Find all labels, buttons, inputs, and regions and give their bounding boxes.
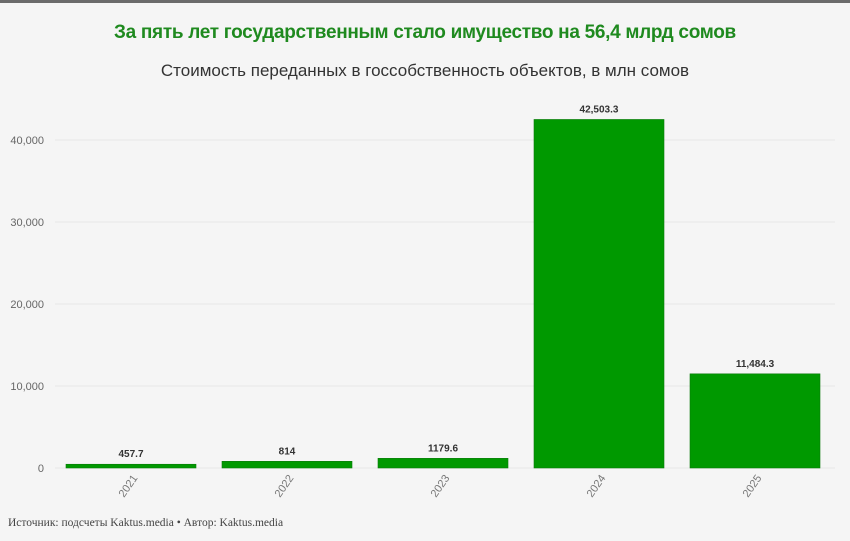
source-footer: Источник: подсчеты Kaktus.media • Автор:…	[8, 517, 284, 529]
data-label: 42,503.3	[580, 104, 619, 115]
top-border	[0, 0, 850, 3]
bar-2021	[65, 463, 197, 469]
x-tick-label: 2022	[273, 473, 297, 500]
data-label: 457.7	[118, 449, 143, 460]
data-label: 814	[279, 446, 296, 457]
y-tick-label: 20,000	[10, 299, 44, 311]
y-tick-label: 40,000	[10, 135, 44, 147]
chart-subtitle: Стоимость переданных в госсобственность …	[160, 61, 690, 80]
data-label: 11,484.3	[736, 359, 775, 370]
x-tick-label: 2023	[429, 473, 453, 500]
chart-title: За пять лет государственным стало имущес…	[114, 22, 736, 43]
x-tick-label: 2025	[741, 473, 765, 500]
bar-2024	[533, 119, 665, 469]
bar-2023	[377, 458, 509, 469]
x-tick-label: 2024	[585, 473, 609, 500]
y-tick-label: 30,000	[10, 217, 44, 229]
x-tick-label: 2021	[117, 473, 141, 500]
y-tick-label: 10,000	[10, 381, 44, 393]
y-tick-label: 0	[38, 463, 44, 475]
data-label: 1179.6	[428, 443, 458, 454]
bar-2025	[689, 373, 821, 469]
bar-2022	[221, 461, 353, 469]
